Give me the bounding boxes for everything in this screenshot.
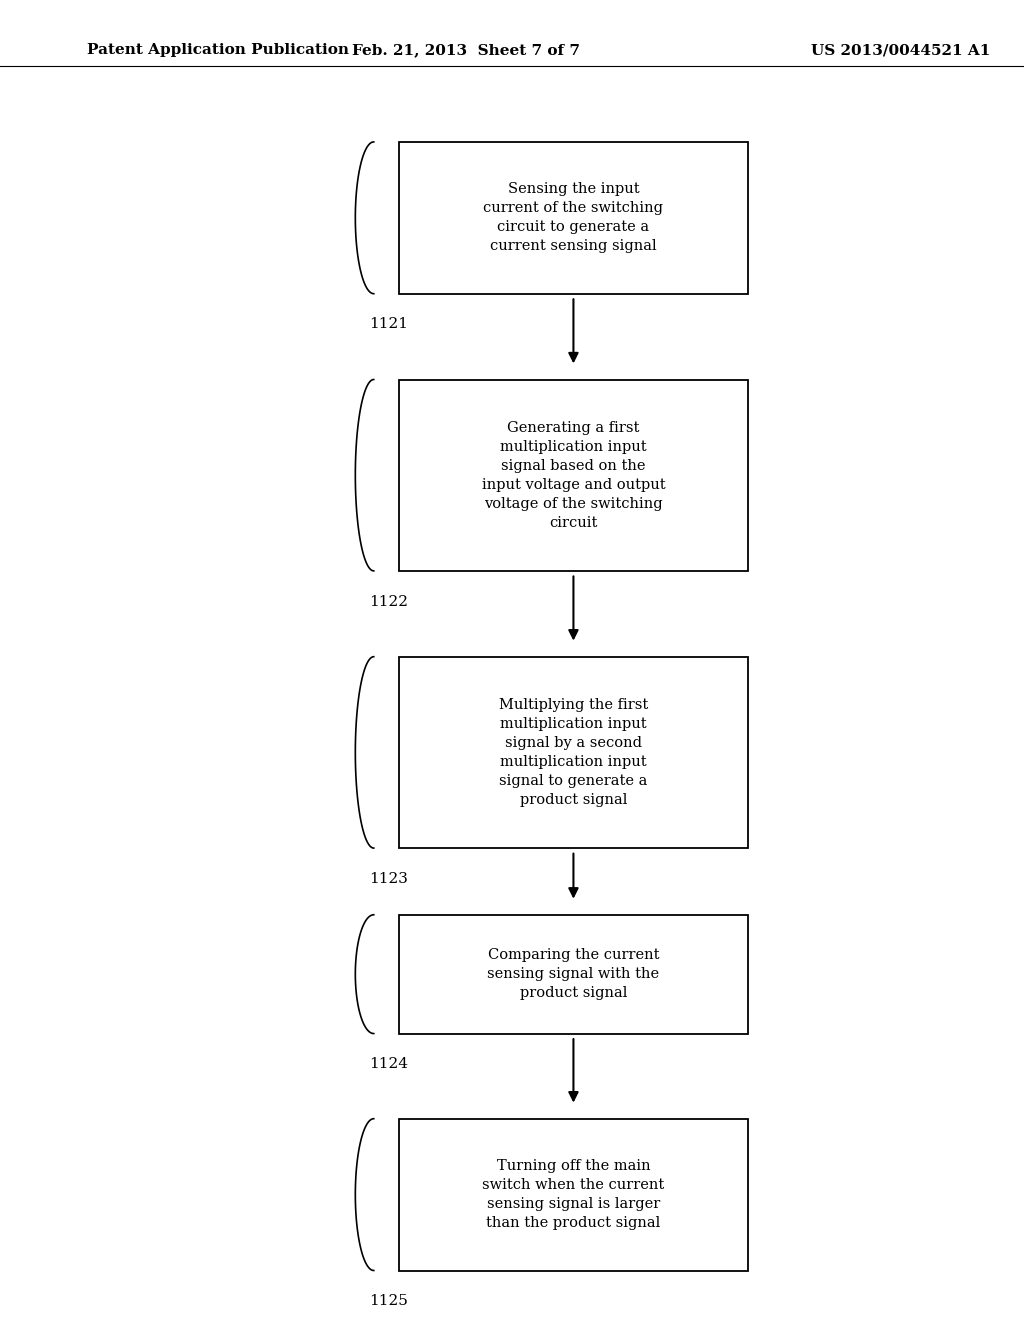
FancyBboxPatch shape [399,1119,748,1270]
Text: Turning off the main
switch when the current
sensing signal is larger
than the p: Turning off the main switch when the cur… [482,1159,665,1230]
Text: Feb. 21, 2013  Sheet 7 of 7: Feb. 21, 2013 Sheet 7 of 7 [352,44,580,57]
FancyBboxPatch shape [399,380,748,570]
Text: Generating a first
multiplication input
signal based on the
input voltage and ou: Generating a first multiplication input … [481,421,666,529]
Text: 1124: 1124 [369,1057,408,1072]
Text: 1121: 1121 [369,318,408,331]
Text: 1123: 1123 [369,873,408,886]
FancyBboxPatch shape [399,143,748,294]
FancyBboxPatch shape [399,657,748,849]
Text: 1125: 1125 [369,1294,408,1308]
Text: Patent Application Publication: Patent Application Publication [87,44,349,57]
Text: Comparing the current
sensing signal with the
product signal: Comparing the current sensing signal wit… [487,948,659,1001]
Text: 1122: 1122 [369,594,408,609]
FancyBboxPatch shape [399,915,748,1034]
Text: Sensing the input
current of the switching
circuit to generate a
current sensing: Sensing the input current of the switchi… [483,182,664,253]
Text: US 2013/0044521 A1: US 2013/0044521 A1 [811,44,991,57]
Text: Multiplying the first
multiplication input
signal by a second
multiplication inp: Multiplying the first multiplication inp… [499,698,648,807]
